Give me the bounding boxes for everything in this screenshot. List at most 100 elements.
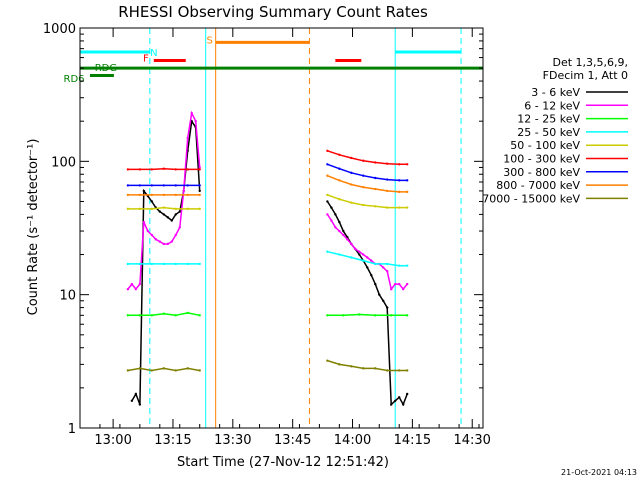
legend-label-8: 7000 - 15000 keV — [482, 192, 580, 205]
data-point-s0-g1-0 — [326, 200, 329, 203]
legend-label-7: 800 - 7000 keV — [496, 179, 580, 192]
data-point-s8-g0-3 — [162, 367, 165, 370]
data-point-s4-g1-3 — [362, 203, 365, 207]
data-point-s0-g0-9 — [166, 216, 169, 219]
data-point-s3-g1-7 — [405, 264, 409, 267]
data-point-s0-g1-18 — [398, 396, 401, 399]
data-point-s1-g0-9 — [162, 242, 165, 246]
data-point-s0-g1-3 — [338, 220, 341, 224]
data-point-s6-g1-5 — [386, 178, 389, 181]
data-point-s3-g0-0 — [126, 262, 130, 266]
data-point-s2-g1-1 — [342, 314, 345, 317]
data-point-s1-g0-8 — [158, 240, 162, 243]
data-point-s7-g0-1 — [138, 193, 142, 197]
data-point-s6-g1-0 — [326, 163, 329, 166]
plot-content: N S F RDG RD6 — [64, 28, 483, 428]
series-line-7-seg-1 — [327, 175, 408, 193]
data-point-s7-g0-2 — [150, 193, 154, 197]
legend-label-1: 6 - 12 keV — [524, 99, 580, 112]
flag-label-n-0: N — [150, 48, 157, 59]
x-axis-label: Start Time (27-Nov-12 12:51:42) — [177, 455, 389, 470]
data-point-s8-g1-0 — [326, 359, 329, 362]
data-point-s4-g0-5 — [186, 207, 189, 211]
data-point-s1-g0-6 — [150, 233, 154, 237]
data-point-s2-g1-5 — [405, 314, 409, 317]
data-point-s1-g1-8 — [358, 250, 361, 253]
flag-label-rd6-6: RD6 — [64, 74, 85, 85]
data-point-s0-g1-15 — [386, 306, 389, 309]
flag-label-f-3: F — [143, 54, 149, 65]
data-point-s8-g0-4 — [174, 369, 177, 372]
data-point-s1-g1-15 — [386, 269, 389, 273]
data-point-s4-g1-0 — [326, 193, 329, 197]
data-point-s5-g0-1 — [138, 168, 142, 171]
x-tick-label-3: 13:45 — [274, 433, 311, 448]
data-point-s0-g1-2 — [334, 213, 337, 216]
data-point-s0-g0-3 — [142, 189, 146, 193]
data-point-s1-g0-16 — [190, 111, 193, 115]
data-point-s5-g0-3 — [162, 167, 165, 170]
data-point-s8-g1-6 — [398, 369, 401, 372]
data-point-s5-g0-4 — [174, 168, 177, 171]
data-point-s8-g0-5 — [186, 367, 189, 370]
data-point-s7-g1-2 — [350, 183, 353, 186]
data-point-s3-g1-1 — [338, 253, 341, 256]
chart-title: RHESSI Observing Summary Count Rates — [118, 3, 428, 21]
data-point-s4-g0-2 — [150, 207, 154, 211]
data-point-s5-g1-3 — [362, 159, 365, 162]
series-line-4-seg-1 — [327, 194, 408, 209]
data-point-s7-g1-5 — [386, 189, 389, 193]
data-point-s3-g0-5 — [186, 262, 189, 266]
data-point-s2-g0-5 — [186, 311, 189, 315]
data-point-s2-g1-3 — [374, 314, 377, 317]
data-point-s5-g1-0 — [326, 149, 329, 152]
data-point-s1-g1-0 — [326, 213, 329, 216]
data-point-s5-g0-2 — [150, 168, 154, 171]
legend: Det 1,3,5,6,9, FDecim 1, Att 0 3 - 6 keV… — [482, 56, 628, 205]
data-point-s1-g0-1 — [130, 282, 134, 286]
data-point-s1-g1-10 — [366, 256, 369, 259]
data-point-s7-g0-4 — [174, 193, 177, 197]
y-tick-label-2: 100 — [51, 155, 76, 170]
x-tick-label-5: 14:15 — [394, 433, 431, 448]
data-point-s1-g0-2 — [134, 287, 138, 291]
data-point-s4-g0-0 — [126, 207, 130, 211]
data-point-s1-g1-2 — [334, 226, 337, 229]
footer-timestamp: 21-Oct-2021 04:13 — [561, 468, 637, 477]
data-point-s1-g0-13 — [178, 226, 181, 229]
data-point-s0-g1-19 — [401, 403, 405, 406]
data-point-s2-g0-3 — [162, 312, 165, 315]
data-point-s1-g0-14 — [182, 189, 185, 193]
data-point-s1-g0-3 — [138, 282, 142, 286]
legend-header-line-1: Det 1,3,5,6,9, — [552, 56, 628, 69]
data-point-s6-g0-1 — [138, 184, 142, 187]
y-tick-label-1: 10 — [59, 289, 76, 304]
data-point-s0-g0-17 — [198, 189, 201, 193]
data-point-s0-g0-10 — [170, 219, 173, 222]
data-point-s3-g0-1 — [138, 262, 142, 266]
data-point-s2-g1-4 — [390, 314, 393, 317]
data-point-s0-g1-11 — [370, 273, 373, 277]
series-line-3-seg-1 — [327, 250, 408, 267]
data-point-s1-g1-20 — [405, 282, 409, 286]
data-point-s1-g0-11 — [170, 240, 173, 243]
data-point-s8-g1-2 — [350, 365, 353, 368]
y-tick-label-3: 1000 — [43, 22, 76, 37]
data-point-s6-g0-5 — [186, 184, 189, 187]
data-point-s7-g1-4 — [374, 187, 377, 191]
data-point-s6-g1-3 — [362, 174, 365, 177]
data-point-s1-g1-11 — [370, 259, 373, 262]
data-point-s0-g1-17 — [394, 399, 397, 402]
data-point-s0-g1-10 — [366, 266, 369, 269]
x-tick-label-6: 14:30 — [453, 433, 490, 448]
data-point-s0-g0-12 — [178, 210, 181, 213]
data-point-s1-g0-18 — [198, 166, 201, 169]
data-point-s3-g1-3 — [362, 259, 365, 262]
data-point-s8-g0-2 — [150, 369, 154, 372]
data-point-s0-g0-5 — [150, 200, 154, 203]
data-point-s0-g1-13 — [378, 293, 381, 296]
data-point-s4-g1-1 — [338, 197, 341, 201]
y-axis-label: Count Rate (s⁻¹ detector⁻¹) — [26, 139, 41, 316]
series-line-8-seg-1 — [327, 359, 408, 372]
data-point-s0-g1-1 — [330, 206, 333, 209]
